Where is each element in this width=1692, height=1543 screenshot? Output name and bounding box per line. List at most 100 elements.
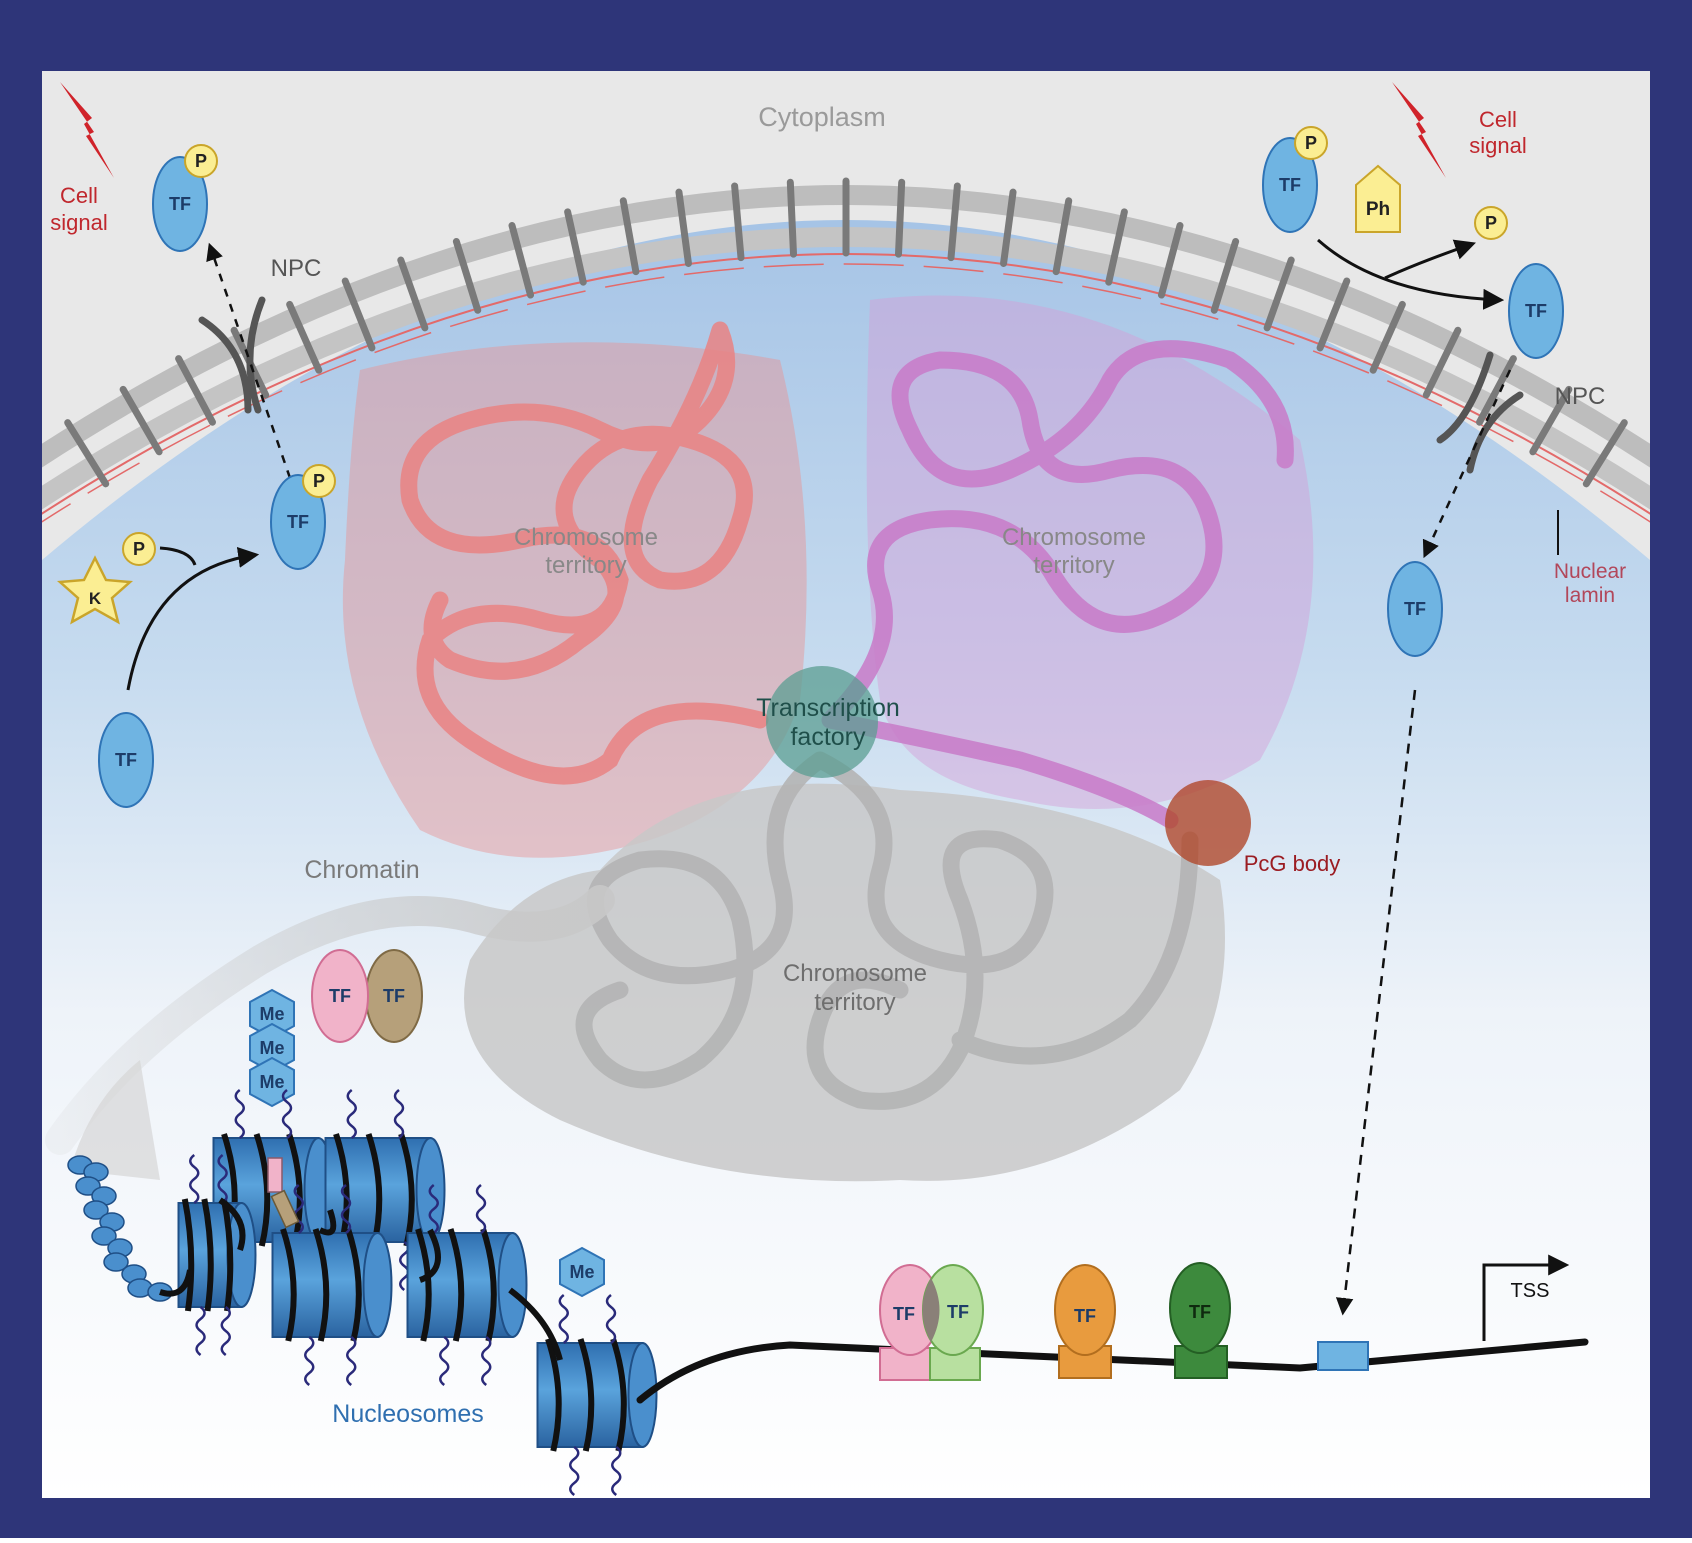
phosphorylation-arrow	[126, 546, 260, 691]
svg-text:TF: TF	[287, 512, 309, 532]
svg-text:Me: Me	[569, 1262, 594, 1282]
cell-signal-label-right: Cell signal	[1469, 107, 1526, 158]
svg-text:TF: TF	[1279, 175, 1301, 195]
chromosome-territory-label-right: Chromosome territory	[1002, 524, 1146, 579]
membrane-spoke	[619, 197, 640, 276]
svg-text:Me: Me	[259, 1004, 284, 1024]
membrane-spoke	[1476, 355, 1517, 426]
membrane-spoke	[1263, 256, 1295, 332]
membrane-spoke	[894, 178, 906, 258]
svg-text:Chromosome: Chromosome	[1002, 524, 1146, 551]
chromosome-territory-label-left: Chromosome territory	[514, 524, 658, 579]
membrane-spoke	[397, 256, 429, 332]
svg-text:TF: TF	[169, 194, 191, 214]
chromatin-fiber-gray	[575, 751, 1199, 1110]
svg-text:P: P	[1485, 213, 1497, 233]
nucleosome	[271, 1184, 393, 1386]
membrane-spoke	[1422, 326, 1462, 399]
methyl-letters: Me Me Me Me	[259, 1004, 594, 1282]
svg-text:Cytoplasm: Cytoplasm	[758, 102, 886, 132]
membrane-spoke	[452, 238, 482, 314]
nuclear-lamin-label: Nuclear lamin	[1554, 510, 1626, 607]
svg-text:P: P	[313, 471, 325, 491]
svg-text:lamin: lamin	[1565, 584, 1615, 607]
svg-text:territory: territory	[1033, 552, 1114, 579]
chromosome-territory-right	[866, 295, 1314, 809]
svg-text:TF: TF	[947, 1302, 969, 1322]
chromatin-fiber-purple	[821, 340, 1294, 829]
phosphate-letters: P P P P P	[133, 133, 1497, 559]
dna-strand	[636, 1338, 1589, 1404]
import-arrow	[1422, 369, 1512, 559]
binding-arrow	[1335, 689, 1417, 1316]
kinase-star-icon	[56, 555, 134, 625]
cytoplasm-label: Cytoplasm	[758, 102, 886, 132]
npc-label-right: NPC	[1555, 383, 1606, 410]
tss-label: TSS	[1511, 1280, 1550, 1302]
membrane-spoke	[1529, 385, 1573, 456]
nucleosome-cylinders	[159, 1089, 658, 1496]
svg-text:signal: signal	[50, 210, 107, 235]
phosphate-groups	[122, 126, 1508, 566]
pcg-body-label: PcG body	[1244, 851, 1341, 876]
chromatin-fiber-red	[400, 321, 769, 785]
membrane-spoke	[341, 277, 376, 352]
svg-text:Cell: Cell	[1479, 107, 1517, 132]
svg-text:P: P	[195, 151, 207, 171]
phosphatase-icon	[1355, 164, 1401, 233]
transcription-factory-label: Transcription factory	[756, 694, 900, 751]
phosphatase-label: Ph	[1366, 199, 1390, 220]
membrane-spoke	[119, 385, 163, 456]
svg-text:Transcription: Transcription	[756, 694, 900, 722]
svg-text:signal: signal	[1469, 133, 1526, 158]
chromosome-territory-label-bottom: Chromosome territory	[783, 960, 927, 1016]
membrane-spokes	[64, 177, 1628, 488]
chromatin-tail	[45, 885, 615, 1155]
cell-signal-label-left: Cell signal	[50, 183, 107, 235]
membrane-spoke	[947, 182, 961, 262]
npc-left	[198, 296, 266, 414]
svg-text:Cell: Cell	[60, 183, 98, 208]
chromatin-label: Chromatin	[304, 856, 419, 884]
lightning-icon	[1392, 82, 1446, 178]
membrane-spoke	[1157, 221, 1184, 299]
svg-text:TF: TF	[1404, 599, 1426, 619]
bound-tf-fragment	[270, 1189, 300, 1229]
membrane-spoke	[1000, 188, 1017, 267]
svg-text:Nuclear: Nuclear	[1554, 560, 1626, 583]
membrane-spoke	[1582, 419, 1628, 488]
membrane-spoke	[1316, 277, 1351, 352]
svg-text:TF: TF	[1074, 1306, 1096, 1326]
lightning-icon	[60, 82, 114, 178]
membrane-spoke	[731, 182, 745, 262]
svg-text:TF: TF	[893, 1304, 915, 1324]
membrane-spoke	[64, 419, 110, 488]
nucleosome	[536, 1294, 658, 1496]
membrane-spoke	[675, 188, 692, 267]
methyl-groups	[249, 988, 605, 1298]
svg-text:territory: territory	[814, 989, 895, 1016]
kinase-label: K	[89, 589, 102, 608]
bound-tf-fragment	[267, 1157, 283, 1193]
tss-arrow	[1482, 1254, 1570, 1341]
pcg-body	[1165, 780, 1251, 866]
dephosphorylation-arrow	[1317, 238, 1505, 310]
membrane-spoke	[1369, 300, 1406, 374]
membrane-spoke	[1210, 238, 1240, 314]
svg-text:TF: TF	[329, 986, 351, 1006]
membrane-spoke	[508, 221, 535, 299]
svg-text:Chromosome: Chromosome	[783, 960, 927, 987]
nucleosome	[177, 1154, 257, 1356]
membrane-spoke	[286, 300, 323, 374]
nucleosomes-label: Nucleosomes	[332, 1400, 483, 1428]
svg-text:TF: TF	[383, 986, 405, 1006]
svg-text:factory: factory	[790, 723, 866, 751]
membrane-spoke	[564, 208, 587, 286]
dna-bound-tfs	[879, 1262, 1369, 1381]
membrane-spoke	[175, 355, 216, 426]
svg-text:P: P	[1305, 133, 1317, 153]
tf-molecules	[98, 137, 1564, 808]
svg-text:TF: TF	[115, 750, 137, 770]
nucleosome-cluster-left	[67, 1155, 173, 1302]
